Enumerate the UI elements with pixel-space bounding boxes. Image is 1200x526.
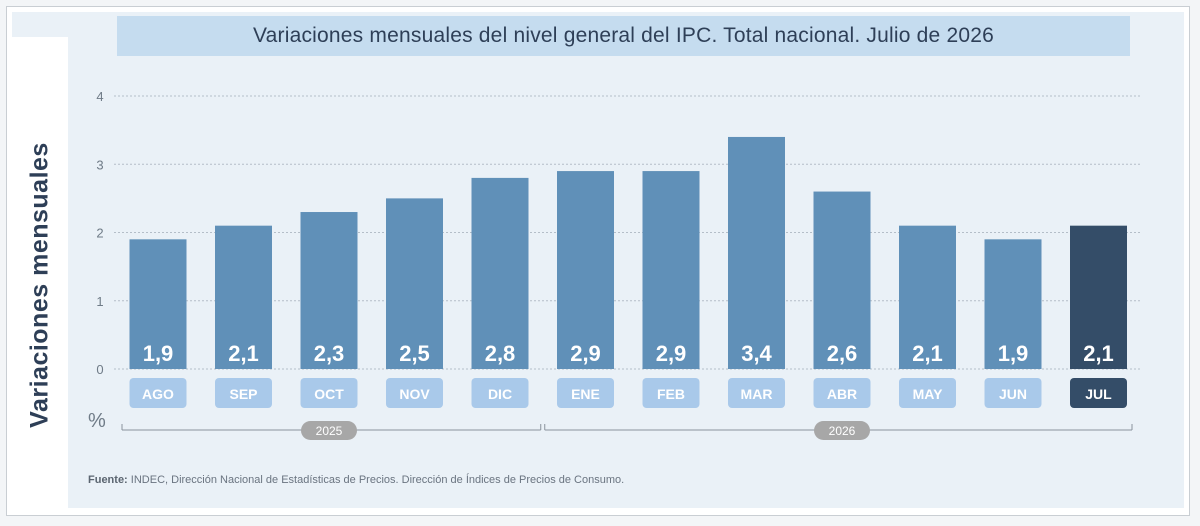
year-pill [814, 421, 870, 440]
y-tick-label: 1 [96, 294, 103, 309]
month-tile [129, 378, 187, 408]
source-note: Fuente: INDEC, Dirección Nacional de Est… [88, 474, 624, 486]
unit-label: % [88, 410, 106, 432]
month-tile [813, 378, 871, 408]
month-label: FEB [657, 386, 685, 402]
chart-title: Variaciones mensuales del nivel general … [253, 24, 994, 47]
bar [386, 198, 443, 369]
bar [813, 191, 871, 369]
month-tile [642, 378, 700, 408]
month-label: JUN [999, 386, 1027, 402]
bar-value-label: 2,5 [399, 341, 430, 366]
bar [642, 171, 700, 369]
month-label: MAR [741, 386, 773, 402]
bar-value-label: 2,9 [570, 341, 601, 366]
bar-value-label: 2,3 [314, 341, 345, 366]
y-tick-label: 2 [96, 226, 103, 241]
month-label: NOV [399, 386, 430, 402]
bar [215, 225, 272, 369]
bar [1070, 225, 1127, 369]
y-axis-title-strip [12, 37, 68, 508]
year-label: 2026 [829, 424, 856, 438]
bar-value-label: 2,6 [827, 341, 858, 366]
source-label: Fuente: [88, 474, 128, 486]
y-tick-label: 4 [96, 89, 103, 104]
source-text: INDEC, Dirección Nacional de Estadística… [130, 474, 625, 486]
y-tick-label: 3 [96, 157, 103, 172]
month-label: ENE [571, 386, 600, 402]
month-label: MAY [913, 386, 943, 402]
month-label: DIC [488, 386, 512, 402]
month-tile [300, 378, 358, 408]
bar [557, 171, 614, 369]
bar [129, 239, 187, 369]
month-label: OCT [314, 386, 344, 402]
bar-value-label: 1,9 [998, 341, 1029, 366]
bar-value-label: 2,1 [228, 341, 259, 366]
month-tile [386, 378, 443, 408]
month-tile [557, 378, 614, 408]
month-label: AGO [142, 386, 174, 402]
bar [984, 239, 1042, 369]
bar-value-label: 1,9 [143, 341, 174, 366]
bar-value-label: 2,1 [912, 341, 943, 366]
bar [899, 225, 956, 369]
month-tile [728, 378, 785, 408]
month-label: ABR [827, 386, 857, 402]
y-tick-label: 0 [96, 362, 103, 377]
month-label: JUL [1085, 386, 1112, 402]
bar-value-label: 3,4 [741, 341, 772, 366]
bar-value-label: 2,8 [485, 341, 516, 366]
bar-value-label: 2,9 [656, 341, 687, 366]
month-tile [471, 378, 529, 408]
month-tile [215, 378, 272, 408]
month-tile [984, 378, 1042, 408]
month-tile [899, 378, 956, 408]
year-label: 2025 [316, 424, 343, 438]
chart-title-bar: Variaciones mensuales del nivel general … [117, 16, 1130, 56]
month-tile [1070, 378, 1127, 408]
bar-value-label: 2,1 [1083, 341, 1114, 366]
bar [300, 212, 358, 369]
year-pill [301, 421, 357, 440]
bar [728, 136, 785, 369]
month-label: SEP [229, 386, 257, 402]
bar [471, 177, 529, 369]
